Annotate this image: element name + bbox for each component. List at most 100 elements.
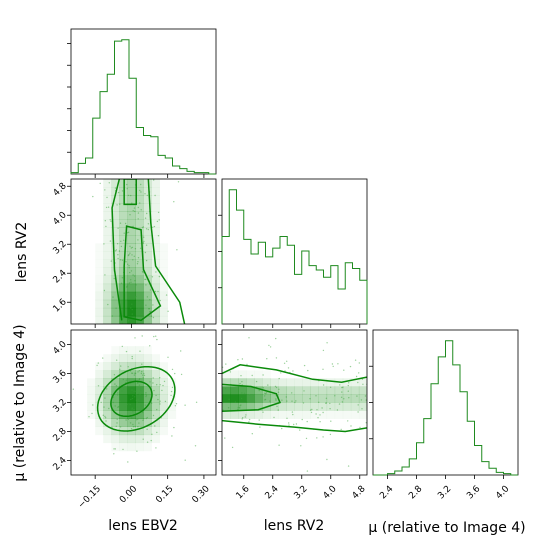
density-rv-mu-point: [310, 411, 313, 414]
density-ebv-mu-cell: [135, 354, 144, 363]
density-ebv-rv-cell: [111, 307, 120, 317]
density-ebv-rv-point: [134, 280, 136, 282]
density-rv-mu-point: [338, 403, 341, 405]
density-ebv-rv-point: [104, 274, 106, 276]
density-rv-mu-point: [336, 409, 339, 411]
density-ebv-mu-cell: [119, 370, 128, 379]
density-ebv-rv-point: [110, 220, 112, 222]
density-ebv-mu-cell: [111, 346, 119, 354]
density-ebv-mu-point: [134, 396, 136, 398]
density-ebv-mu-point: [134, 372, 137, 375]
density-rv-mu-cell: [350, 394, 360, 403]
density-ebv-rv-point: [159, 299, 161, 302]
density-ebv-rv-point: [157, 290, 159, 293]
density-ebv-rv-cell: [103, 251, 112, 260]
density-ebv-rv-cell: [135, 179, 144, 188]
density-ebv-rv-point: [154, 194, 156, 197]
density-rv-mu-cell: [254, 394, 263, 403]
density-ebv-mu-point: [156, 384, 158, 386]
density-rv-mu-point: [295, 400, 297, 402]
density-rv-mu-point: [231, 446, 234, 449]
contour-rv-mu-outer-bottom: [222, 419, 367, 433]
density-ebv-rv-point: [117, 257, 119, 260]
density-ebv-mu-cell: [135, 418, 144, 427]
density-ebv-mu-point: [113, 448, 115, 450]
density-rv-mu-cell: [350, 386, 360, 395]
density-rv-mu-cell: [254, 386, 263, 395]
density-ebv-mu-point: [184, 404, 186, 406]
density-ebv-rv-cell: [103, 299, 112, 309]
density-ebv-mu-point: [149, 345, 151, 347]
density-ebv-rv-point: [157, 235, 160, 237]
density-rv-mu-point: [315, 413, 317, 415]
density-ebv-rv-cell: [135, 195, 144, 204]
contour-ebv-rv-top: [123, 179, 137, 206]
density-rv-mu-point: [295, 423, 298, 425]
density-ebv-mu-point: [194, 445, 197, 447]
density-ebv-mu-cell: [119, 354, 128, 363]
density-ebv-mu-point: [131, 417, 133, 419]
density-ebv-rv-cell: [127, 219, 136, 228]
density-ebv-mu-cell: [111, 362, 120, 371]
density-ebv-rv-point: [130, 247, 132, 249]
density-ebv-mu-cell: [167, 402, 177, 411]
density-rv-mu-point: [241, 418, 243, 420]
density-ebv-mu-cell: [119, 378, 128, 387]
density-ebv-rv-cell: [151, 307, 160, 317]
density-ebv-rv-cell: [143, 315, 152, 324]
density-ebv-rv-cell: [103, 267, 112, 276]
density-ebv-rv-point: [132, 210, 134, 212]
density-ebv-mu-cell: [119, 346, 128, 355]
density-ebv-rv-point: [167, 310, 169, 312]
density-ebv-rv-point: [147, 223, 150, 225]
density-ebv-rv-cell: [160, 243, 168, 251]
density-ebv-mu-cell: [167, 394, 177, 403]
density-ebv-rv-point: [114, 250, 117, 252]
density-ebv-mu-cell: [143, 426, 152, 436]
density-ebv-mu-point: [112, 401, 115, 404]
density-ebv-mu-cell: [119, 394, 128, 403]
density-ebv-mu-point: [184, 459, 186, 461]
density-rv-mu-point: [259, 426, 261, 428]
density-ebv-mu-point: [135, 394, 137, 396]
density-ebv-rv-cell: [160, 252, 168, 260]
density-ebv-mu-point: [136, 419, 138, 421]
density-ebv-mu-point: [119, 400, 121, 403]
density-ebv-rv-cell: [103, 235, 112, 244]
ytick-label-rv: 4.0: [52, 210, 69, 227]
density-rv-mu-point: [240, 397, 243, 400]
density-ebv-rv-cell: [127, 235, 136, 244]
density-rv-mu-point: [225, 363, 227, 365]
density-rv-mu-point: [329, 433, 332, 436]
density-ebv-mu-cell: [151, 426, 160, 436]
density-rv-mu-cell: [294, 378, 303, 387]
density-ebv-mu-point: [117, 405, 120, 408]
density-ebv-rv-cell: [127, 283, 136, 293]
density-ebv-mu-point: [141, 335, 143, 337]
density-ebv-rv-cell: [159, 291, 168, 301]
ytick-label-rv: 2.4: [52, 268, 69, 285]
density-ebv-rv: [92, 179, 186, 324]
density-ebv-rv-point: [116, 204, 118, 206]
density-ebv-mu-cell: [119, 386, 128, 395]
density-ebv-mu-point: [116, 394, 119, 396]
density-ebv-rv-cell: [119, 315, 128, 324]
density-ebv-mu-cell: [151, 410, 160, 419]
density-ebv-rv-point: [145, 284, 147, 286]
density-rv-mu-cell: [278, 378, 287, 387]
ytick-label-mu: 3.2: [52, 398, 69, 415]
density-ebv-rv-point: [145, 228, 148, 230]
density-ebv-rv-cell: [135, 259, 144, 268]
density-ebv-rv-cell: [111, 291, 120, 301]
density-ebv-rv-cell: [103, 243, 112, 252]
density-ebv-mu-cell: [87, 386, 96, 395]
density-ebv-mu-cell: [103, 370, 112, 379]
density-ebv-rv-point: [149, 299, 151, 301]
density-ebv-rv-point: [108, 182, 111, 184]
density-ebv-mu-point: [159, 384, 161, 386]
ylabel-mu: μ (relative to Image 4): [12, 324, 28, 481]
ytick-label-rv: 3.2: [52, 239, 69, 256]
density-ebv-mu-point: [153, 335, 155, 338]
density-ebv-rv-cell: [151, 251, 160, 260]
density-rv-mu-point: [303, 364, 306, 367]
